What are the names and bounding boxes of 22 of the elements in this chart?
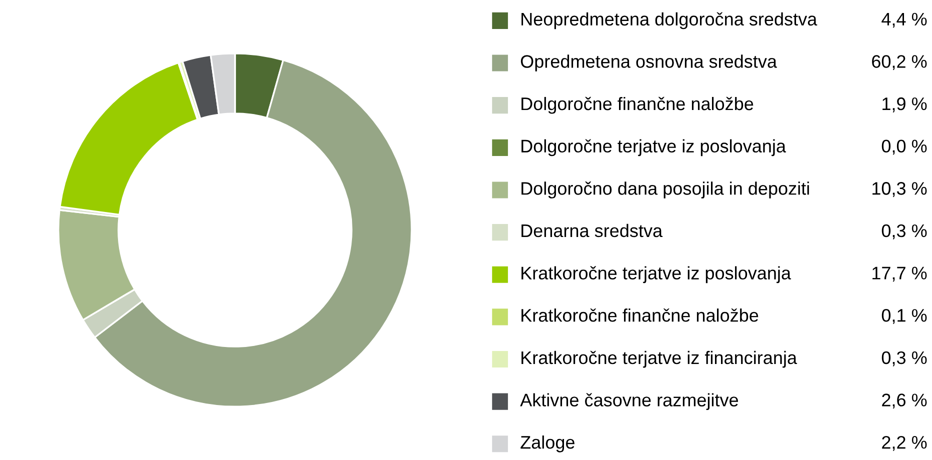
legend-label: Neopredmetena dolgoročna sredstva xyxy=(522,12,818,30)
legend-label: Denarna sredstva xyxy=(522,224,663,238)
legend-label: Opredmetena osnovna sredstva xyxy=(520,54,777,72)
data-label: 60,2 % xyxy=(872,55,927,70)
legend-label: Dolgoročne terjatve iz poslovanja xyxy=(522,139,786,156)
data-label: 10,3 % xyxy=(872,182,927,197)
legend-label: Aktivne časovne razmejitve xyxy=(520,393,738,410)
data-label: 0,1 % xyxy=(882,309,927,324)
text: 0,0 % xyxy=(882,140,927,155)
data-label: 1,9 % xyxy=(882,97,927,112)
legend-label: Zaloge xyxy=(520,435,574,452)
data-label: 0,3 % xyxy=(882,351,927,366)
data-label: 2,6 % xyxy=(882,394,927,409)
legend-label: Dolgoročno dana posojila in depoziti xyxy=(522,182,809,198)
legend-label: Kratkoročne terjatve iz poslovanja xyxy=(522,266,792,284)
legend-label: Kratkoročne finančne naložbe xyxy=(522,308,758,322)
data-label: 2,2 % xyxy=(882,436,927,451)
data-label: 17,7 % xyxy=(872,266,927,282)
data-label: 4,4 % xyxy=(882,12,927,28)
legend-label: Kratkoročne terjatve iz financiranja xyxy=(522,350,798,368)
legend-label: Dolgoročne finančne naložbe xyxy=(522,96,754,114)
data-label: 0,3 % xyxy=(882,224,927,240)
